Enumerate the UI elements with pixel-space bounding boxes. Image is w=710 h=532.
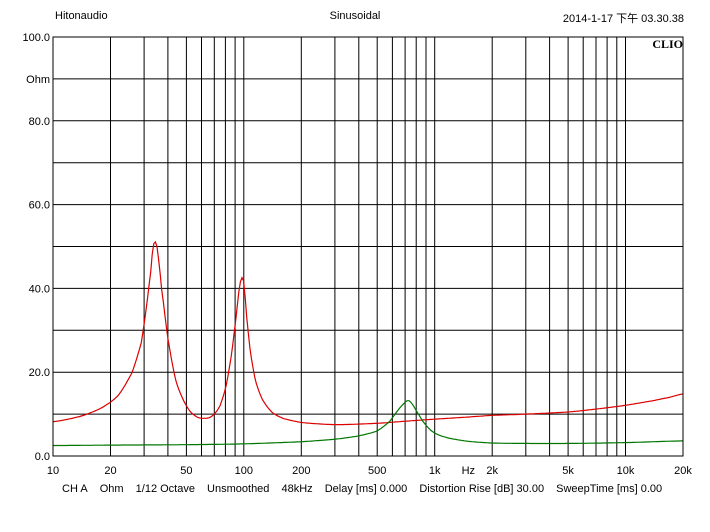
x-tick-labels: 10 20 50 100 200 500 1k Hz 2k 5k 10k 20k: [47, 465, 692, 477]
x-tick-label: 1k: [429, 465, 441, 477]
x-tick-label: 500: [368, 465, 386, 477]
x-tick-label: 2k: [486, 465, 498, 477]
x-tick-label: 10k: [617, 465, 635, 477]
y-tick-labels: 100.0 Ohm 80.0 60.0 40.0 20.0 0.0: [22, 32, 50, 463]
y-tick-label: 60.0: [29, 200, 50, 212]
footer-unit: Ohm: [99, 483, 124, 495]
clio-logo: CLIO: [652, 37, 683, 51]
footer-smoothing-mode: Unsmoothed: [207, 483, 270, 495]
footer-delay: Delay [ms] 0.000: [324, 483, 408, 495]
y-tick-label: 40.0: [29, 283, 50, 295]
header-app-name: Hitonaudio: [55, 10, 108, 22]
x-tick-label: 5k: [562, 465, 574, 477]
x-tick-label: Hz: [462, 465, 475, 477]
major-gridlines: [53, 37, 683, 456]
footer-distortion-rise: Distortion Rise [dB] 30.00: [419, 483, 545, 495]
footer-channel: CH A: [62, 483, 88, 495]
y-tick-label: 80.0: [29, 116, 50, 128]
x-tick-label: 200: [292, 465, 310, 477]
impedance-trace-red: [52, 240, 684, 426]
y-tick-label: 0.0: [35, 451, 50, 463]
y-tick-label: Ohm: [26, 74, 50, 86]
x-tick-label: 10: [47, 465, 59, 477]
series-layer: [52, 240, 684, 447]
plot-frame: [52, 36, 684, 457]
x-tick-label: 20k: [674, 465, 692, 477]
footer-sweep-time: SweepTime [ms] 0.00: [556, 483, 663, 495]
footer-sample-rate: 48kHz: [281, 483, 313, 495]
footer-smoothing: 1/12 Octave: [135, 483, 195, 495]
measurement-settings: CH A Ohm 1/12 Octave Unsmoothed 48kHz De…: [62, 483, 662, 495]
x-tick-label: 20: [104, 465, 116, 477]
x-tick-label: 50: [180, 465, 192, 477]
header-timestamp: 2014-1-17 下午 03.30.38: [562, 13, 684, 25]
x-tick-label: 100: [235, 465, 253, 477]
y-tick-label: 100.0: [22, 32, 50, 44]
impedance-trace-green: [53, 400, 683, 447]
y-tick-label: 20.0: [29, 367, 50, 379]
header-measurement-type: Sinusoidal: [329, 10, 381, 22]
